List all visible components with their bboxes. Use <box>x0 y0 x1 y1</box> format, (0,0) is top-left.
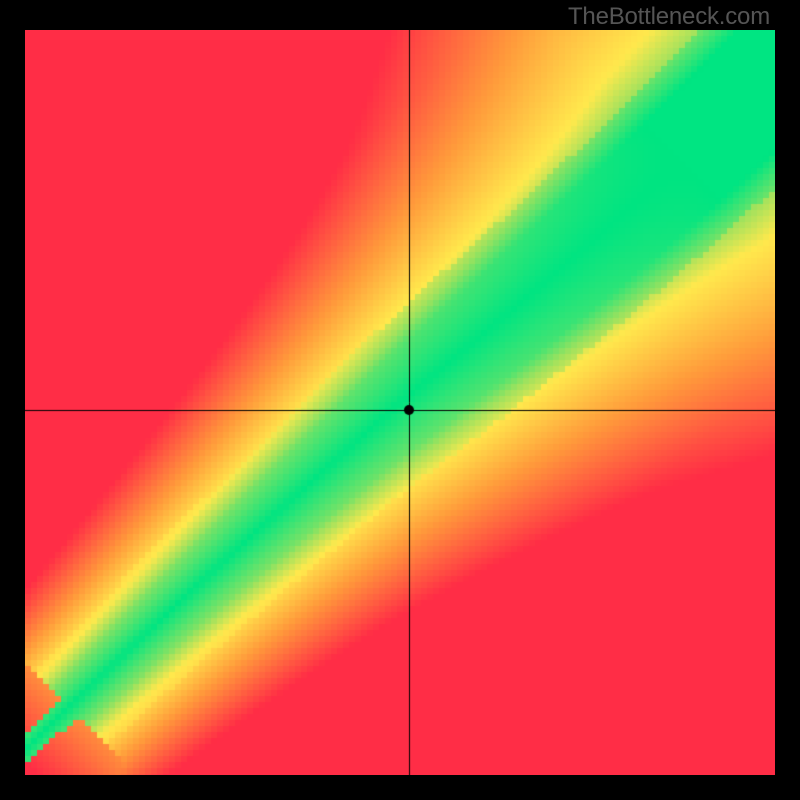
border-left <box>0 0 25 800</box>
border-right <box>775 0 800 800</box>
heatmap-plot <box>25 30 775 775</box>
border-bottom <box>0 775 800 800</box>
watermark-text: TheBottleneck.com <box>568 3 770 31</box>
heatmap-canvas <box>25 30 775 775</box>
chart-frame: TheBottleneck.com <box>0 0 800 800</box>
